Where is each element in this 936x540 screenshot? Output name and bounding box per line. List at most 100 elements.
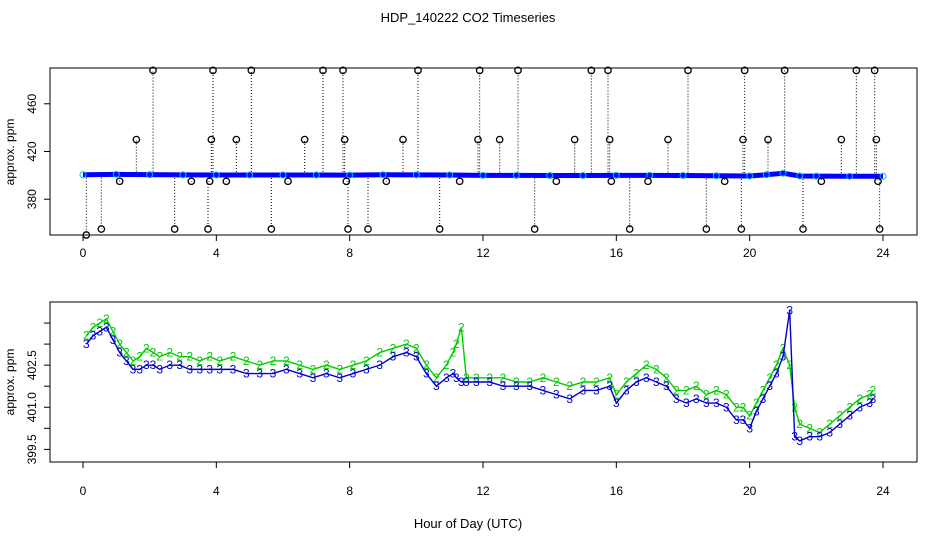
outlier-point (82, 231, 91, 239)
outlier-point (232, 135, 241, 144)
series-3-marker: 3 (376, 358, 383, 372)
series-3-marker: 3 (513, 379, 520, 393)
series-2-marker: 2 (856, 392, 863, 406)
series-3-marker: 3 (633, 375, 640, 389)
y-tick-label-top: 420 (25, 141, 39, 161)
baseline-point (762, 171, 770, 179)
outlier-point (284, 177, 292, 186)
series-2-marker: 2 (110, 324, 117, 338)
plot-frame-top (49, 67, 918, 236)
outlier-point (187, 177, 196, 186)
chart-title: HDP_140222 CO2 Timeseries (381, 10, 556, 25)
x-tick-label-bottom: 24 (876, 484, 890, 498)
outlier-point (115, 177, 124, 186)
series-2-marker: 2 (176, 350, 183, 364)
outlier-point (267, 225, 276, 233)
outlier-point (625, 225, 634, 233)
series-2-marker: 2 (350, 358, 357, 372)
x-tick-label-top: 4 (213, 246, 220, 260)
series-3-marker: 3 (433, 379, 440, 393)
y-tick-label-bottom: 401.0 (25, 392, 39, 422)
series-2-marker: 2 (713, 383, 720, 397)
series-3-marker: 3 (336, 371, 343, 385)
outlier-point (474, 135, 482, 144)
series-3-marker: 3 (350, 367, 357, 381)
series-3-marker: 3 (186, 362, 193, 376)
baseline-point (579, 171, 587, 179)
x-tick-label-bottom: 4 (213, 484, 220, 498)
series-3-marker: 3 (816, 430, 823, 444)
series-3-marker: 3 (780, 350, 787, 364)
outlier-point (737, 225, 746, 233)
series-2-marker: 2 (526, 375, 533, 389)
series-2-marker: 2 (96, 316, 103, 330)
series-3-marker: 3 (486, 375, 493, 389)
outlier-point (870, 66, 879, 75)
series-2-marker: 2 (423, 358, 430, 372)
series-3-marker: 3 (390, 350, 397, 364)
series-2-marker: 2 (283, 354, 290, 368)
outlier-point (739, 135, 747, 144)
series-3-marker: 3 (283, 362, 290, 376)
baseline-point (812, 172, 820, 180)
outlier-point (764, 135, 772, 144)
series-3-marker: 3 (270, 367, 277, 381)
outlier-point (319, 66, 327, 75)
baseline-point (546, 171, 554, 179)
series-2-marker: 2 (243, 354, 250, 368)
series-2-marker: 2 (196, 354, 203, 368)
series-3-marker: 3 (83, 337, 90, 351)
outlier-point (97, 225, 106, 233)
series-3-marker: 3 (463, 375, 470, 389)
series-3-marker: 3 (473, 375, 480, 389)
series-3-marker: 3 (746, 421, 753, 435)
outlier-point (852, 66, 861, 75)
y-axis-label-bottom: approx. ppm (3, 349, 17, 416)
outlier-point (364, 225, 372, 233)
series-3-marker: 3 (606, 379, 613, 393)
series-3-marker: 3 (683, 396, 690, 410)
series-2-marker: 2 (130, 354, 137, 368)
series-3-marker: 3 (723, 400, 730, 414)
series-3-marker: 3 (156, 362, 163, 376)
series-3-marker: 3 (230, 362, 237, 376)
series-2-marker: 2 (413, 341, 420, 355)
series-2-marker: 2 (613, 388, 620, 402)
series-2-marker: 2 (376, 346, 383, 360)
outlier-point (780, 66, 789, 75)
series-3-marker: 3 (643, 371, 650, 385)
series-3-marker: 3 (310, 371, 317, 385)
y-tick-label-bottom: 399.5 (25, 434, 39, 464)
y-tick-label-top: 460 (25, 93, 39, 113)
series-3-marker: 3 (443, 371, 450, 385)
series-2-line (85, 317, 874, 434)
baseline-point (379, 171, 387, 179)
series-3-marker: 3 (196, 362, 203, 376)
outlier-point (664, 135, 672, 144)
series-2-marker: 2 (683, 383, 690, 397)
series-3-marker: 3 (673, 392, 680, 406)
x-axis-label: Hour of Day (UTC) (414, 516, 522, 531)
series-2-marker: 2 (186, 350, 193, 364)
series-3-marker: 3 (836, 417, 843, 431)
series-2-marker: 2 (766, 371, 773, 385)
series-2-marker: 2 (363, 354, 370, 368)
series-3-marker: 3 (363, 362, 370, 376)
series-2-marker: 2 (150, 346, 157, 360)
baseline-point (479, 171, 487, 179)
outlier-point (587, 66, 596, 75)
series-3-marker: 3 (130, 362, 137, 376)
outlier-point (382, 177, 391, 186)
outlier-point (342, 177, 351, 186)
baseline-point (312, 171, 320, 179)
outlier-point (344, 225, 352, 233)
outlier-point (604, 66, 612, 75)
series-2-marker: 2 (463, 371, 470, 385)
series-3-marker: 3 (143, 358, 150, 372)
baseline-point (712, 172, 720, 180)
outlier-point (702, 225, 711, 233)
series-3-marker: 3 (623, 383, 630, 397)
outlier-point (340, 135, 349, 144)
series-2-marker: 2 (786, 358, 793, 372)
